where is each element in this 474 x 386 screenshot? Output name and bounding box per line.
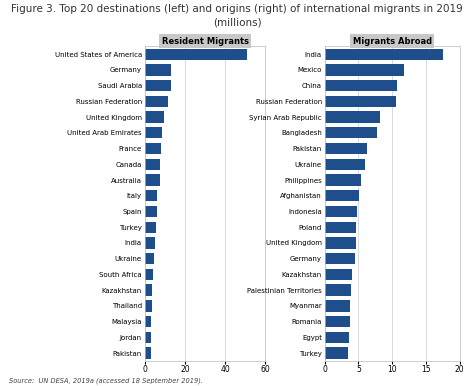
Bar bbox=[145, 206, 157, 217]
Bar bbox=[145, 143, 161, 154]
Bar bbox=[145, 222, 156, 233]
Bar bbox=[325, 222, 356, 233]
Bar bbox=[145, 253, 155, 264]
Bar bbox=[145, 237, 155, 249]
Bar bbox=[325, 143, 367, 154]
Bar bbox=[145, 64, 171, 76]
Bar bbox=[145, 127, 162, 139]
Bar bbox=[145, 80, 171, 91]
Bar bbox=[325, 174, 361, 186]
Bar bbox=[325, 316, 350, 327]
Text: Figure 3. Top 20 destinations (left) and origins (right) of international migran: Figure 3. Top 20 destinations (left) and… bbox=[11, 4, 463, 14]
Bar bbox=[325, 269, 352, 280]
Bar bbox=[325, 96, 396, 107]
Bar bbox=[325, 237, 356, 249]
Bar bbox=[325, 64, 404, 76]
Bar bbox=[145, 159, 161, 170]
Bar bbox=[145, 174, 160, 186]
Bar bbox=[145, 269, 153, 280]
Bar bbox=[145, 112, 164, 123]
Bar bbox=[145, 190, 157, 201]
Bar bbox=[325, 159, 365, 170]
Bar bbox=[325, 347, 348, 359]
Bar bbox=[325, 190, 359, 201]
Bar bbox=[145, 316, 151, 327]
Bar bbox=[325, 112, 380, 123]
Text: Source:  UN DESA, 2019a (accessed 18 September 2019).: Source: UN DESA, 2019a (accessed 18 Sept… bbox=[9, 378, 203, 384]
Bar bbox=[145, 300, 152, 312]
Bar bbox=[325, 332, 349, 343]
Bar bbox=[145, 96, 168, 107]
Title: Resident Migrants: Resident Migrants bbox=[162, 37, 248, 46]
Bar bbox=[325, 80, 397, 91]
Bar bbox=[325, 253, 355, 264]
Bar bbox=[325, 206, 357, 217]
Bar bbox=[325, 49, 443, 60]
Bar bbox=[145, 332, 151, 343]
Bar bbox=[325, 127, 377, 139]
Bar bbox=[325, 300, 350, 312]
Text: (millions): (millions) bbox=[213, 17, 261, 27]
Bar bbox=[145, 347, 151, 359]
Bar bbox=[145, 49, 246, 60]
Bar bbox=[325, 284, 351, 296]
Bar bbox=[145, 284, 152, 296]
Title: Migrants Abroad: Migrants Abroad bbox=[353, 37, 432, 46]
